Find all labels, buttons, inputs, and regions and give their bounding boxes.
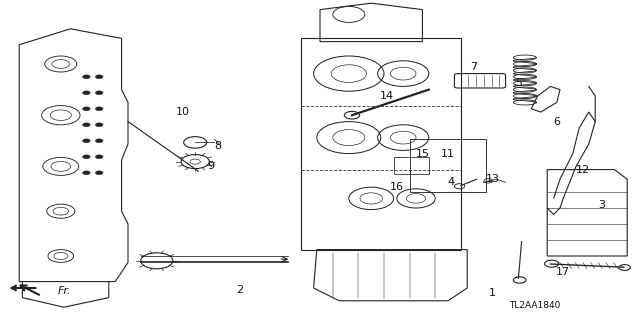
Circle shape <box>95 171 103 175</box>
Text: 15: 15 <box>415 148 429 159</box>
Circle shape <box>95 139 103 143</box>
Text: 9: 9 <box>207 161 215 172</box>
Circle shape <box>95 123 103 127</box>
Text: 2: 2 <box>236 284 244 295</box>
Circle shape <box>95 107 103 111</box>
Text: 14: 14 <box>380 91 394 101</box>
Text: TL2AA1840: TL2AA1840 <box>509 301 560 310</box>
Text: 10: 10 <box>175 107 189 117</box>
Text: 6: 6 <box>554 116 560 127</box>
Circle shape <box>95 75 103 79</box>
Bar <box>394 157 429 174</box>
Text: 12: 12 <box>575 164 589 175</box>
Text: 1: 1 <box>490 288 496 298</box>
Text: 5: 5 <box>515 78 522 88</box>
Text: 7: 7 <box>470 62 477 72</box>
Text: 16: 16 <box>390 182 404 192</box>
Circle shape <box>83 139 90 143</box>
Circle shape <box>83 91 90 95</box>
Text: 4: 4 <box>447 177 455 188</box>
Circle shape <box>95 91 103 95</box>
Circle shape <box>83 171 90 175</box>
Circle shape <box>83 155 90 159</box>
Text: 17: 17 <box>556 267 570 277</box>
Text: 3: 3 <box>598 200 605 210</box>
Text: 13: 13 <box>486 174 500 184</box>
Circle shape <box>344 111 360 119</box>
Text: Fr.: Fr. <box>58 286 71 296</box>
Bar <box>410 139 486 192</box>
Circle shape <box>83 107 90 111</box>
Circle shape <box>83 75 90 79</box>
Circle shape <box>95 155 103 159</box>
Text: 11: 11 <box>441 148 455 159</box>
Text: 8: 8 <box>214 140 221 151</box>
Circle shape <box>83 123 90 127</box>
